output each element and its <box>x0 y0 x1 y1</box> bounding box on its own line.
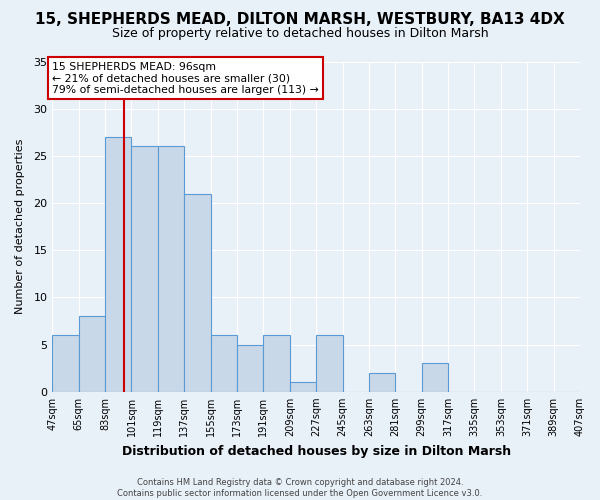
Bar <box>237 344 263 392</box>
Bar <box>105 137 131 392</box>
X-axis label: Distribution of detached houses by size in Dilton Marsh: Distribution of detached houses by size … <box>122 444 511 458</box>
Bar <box>369 373 395 392</box>
Bar <box>290 382 316 392</box>
Bar <box>79 316 105 392</box>
Bar <box>158 146 184 392</box>
Bar <box>211 335 237 392</box>
Text: 15, SHEPHERDS MEAD, DILTON MARSH, WESTBURY, BA13 4DX: 15, SHEPHERDS MEAD, DILTON MARSH, WESTBU… <box>35 12 565 28</box>
Y-axis label: Number of detached properties: Number of detached properties <box>15 139 25 314</box>
Bar <box>131 146 158 392</box>
Bar <box>316 335 343 392</box>
Bar <box>52 335 79 392</box>
Bar <box>263 335 290 392</box>
Text: 15 SHEPHERDS MEAD: 96sqm
← 21% of detached houses are smaller (30)
79% of semi-d: 15 SHEPHERDS MEAD: 96sqm ← 21% of detach… <box>52 62 319 94</box>
Text: Size of property relative to detached houses in Dilton Marsh: Size of property relative to detached ho… <box>112 28 488 40</box>
Bar <box>184 194 211 392</box>
Text: Contains HM Land Registry data © Crown copyright and database right 2024.
Contai: Contains HM Land Registry data © Crown c… <box>118 478 482 498</box>
Bar <box>422 364 448 392</box>
